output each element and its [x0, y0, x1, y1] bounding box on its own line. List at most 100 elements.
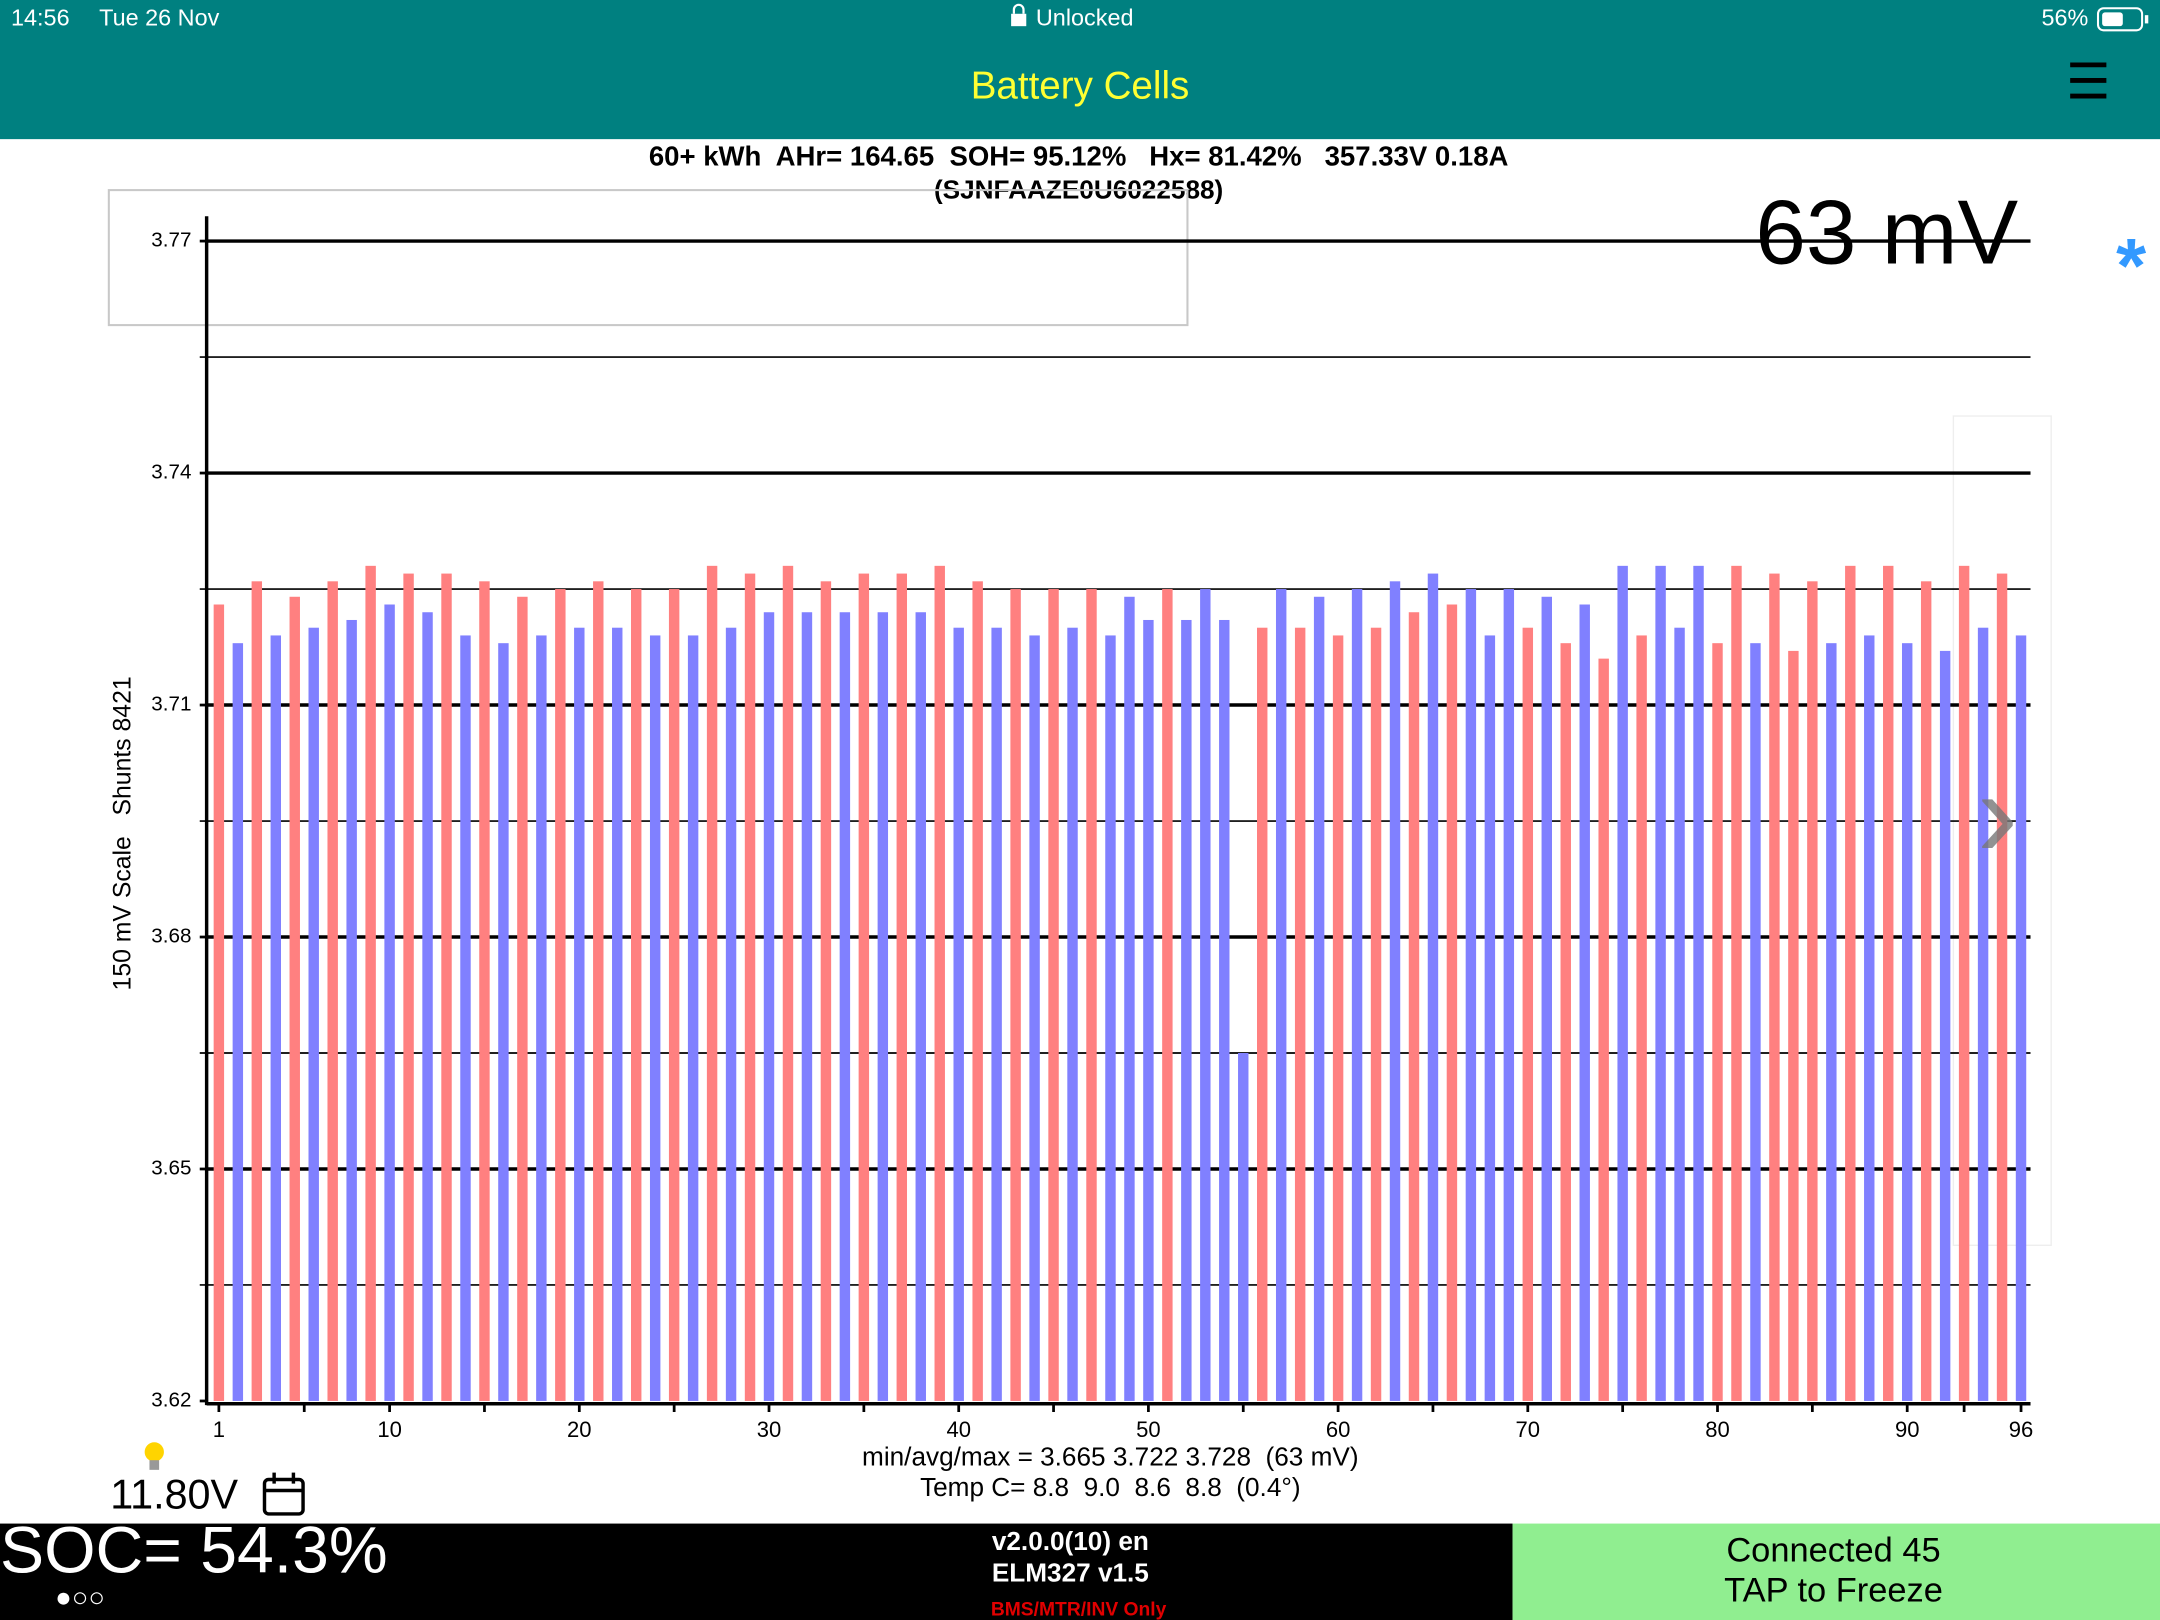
calendar-icon — [262, 1472, 305, 1516]
bar — [744, 573, 756, 1401]
plot: 3.62 3.65 3.68 3.71 3.74 3.77 1 10 20 30 40 50 60 70 8… — [110, 183, 2034, 1502]
bar — [1598, 658, 1609, 1401]
bar — [839, 612, 851, 1401]
bar — [1313, 596, 1325, 1401]
bar — [270, 635, 281, 1401]
y-axis-label: 150 mV Scale Shunts 8421 — [110, 676, 137, 990]
bar — [1162, 589, 1173, 1401]
adapter: ELM327 v1.5 — [992, 1557, 1149, 1587]
bar — [1788, 650, 1799, 1401]
x-tick-label: 80 — [1705, 1417, 1730, 1442]
bar — [1731, 565, 1742, 1401]
y-tick-label: 3.77 — [151, 229, 191, 252]
star-button[interactable]: * — [2116, 223, 2146, 309]
bar — [1807, 581, 1818, 1401]
x-tick-label: 70 — [1516, 1417, 1541, 1442]
bar — [1864, 635, 1875, 1401]
status-battery: 56% — [2042, 4, 2089, 30]
x-tick-label: 96 — [2009, 1417, 2034, 1442]
bar — [1522, 627, 1534, 1401]
bar — [1238, 1053, 1249, 1401]
freeze-button[interactable]: Connected 45 TAP to Freeze — [1512, 1523, 2160, 1620]
bar — [1181, 619, 1192, 1401]
bar — [555, 589, 566, 1401]
x-tick-label: 10 — [377, 1417, 402, 1442]
x-tick-label: 50 — [1136, 1417, 1161, 1442]
bar — [1883, 565, 1894, 1401]
bar — [1086, 589, 1097, 1401]
bar — [1484, 635, 1496, 1401]
mode: BMS/MTR/INV Only — [991, 1599, 1167, 1620]
bar — [1560, 643, 1571, 1401]
corner-label: 63 mV — [1755, 183, 2018, 284]
bar — [1920, 581, 1932, 1401]
menu-button[interactable]: ☰ — [2066, 54, 2110, 110]
battery-summary: 60+ kWh AHr= 164.65 SOH= 95.12% Hx= 81.4… — [649, 141, 1509, 172]
bar — [422, 612, 433, 1401]
x-tick-label: 60 — [1326, 1417, 1351, 1442]
y-tick-label: 3.71 — [151, 692, 191, 715]
soc: SOC= 54.3% — [0, 1514, 388, 1588]
bar — [289, 596, 300, 1401]
x-tick-label: 40 — [946, 1417, 971, 1442]
overlay-box — [107, 189, 1189, 327]
bar — [1143, 619, 1154, 1401]
version: v2.0.0(10) en — [992, 1526, 1149, 1556]
bar — [934, 565, 945, 1401]
bar — [1636, 635, 1647, 1401]
bar — [1845, 565, 1856, 1401]
bar — [1901, 643, 1913, 1401]
y-tick-label: 3.65 — [151, 1156, 191, 1179]
bar — [687, 635, 699, 1401]
connection-status[interactable]: Connected 45 — [1726, 1532, 1940, 1570]
bar — [1257, 627, 1268, 1401]
bar — [953, 627, 964, 1401]
bar — [1579, 604, 1590, 1401]
bar — [536, 635, 547, 1401]
bar — [365, 565, 376, 1401]
bar — [1977, 627, 1989, 1401]
freeze-action[interactable]: TAP to Freeze — [1724, 1572, 1943, 1610]
x-tick-label: 90 — [1895, 1417, 1920, 1442]
bar — [1446, 604, 1458, 1401]
bar — [308, 627, 319, 1401]
bar — [2015, 635, 2027, 1401]
bar — [1826, 643, 1837, 1401]
bulb-icon — [144, 1442, 164, 1470]
bar — [232, 643, 244, 1401]
y-tick-label: 3.74 — [151, 461, 191, 484]
y-tick-label: 3.68 — [151, 924, 191, 947]
bar — [384, 604, 395, 1401]
bar — [498, 643, 509, 1401]
bar — [327, 581, 338, 1401]
bar — [1674, 627, 1685, 1401]
x-tick-label: 1 — [213, 1417, 225, 1442]
bar — [1351, 589, 1363, 1401]
bar — [1029, 635, 1040, 1401]
bar — [1389, 581, 1401, 1401]
bar — [612, 627, 623, 1401]
bar — [1939, 650, 1951, 1401]
x-tick-label: 30 — [757, 1417, 782, 1442]
bar — [1275, 589, 1287, 1401]
bar — [1769, 573, 1780, 1401]
bar — [1958, 565, 1970, 1401]
bar — [1105, 635, 1116, 1401]
freeze-button-bg[interactable] — [1512, 1523, 2160, 1620]
bar — [1996, 573, 2008, 1401]
bar — [630, 589, 642, 1401]
bar — [1010, 589, 1021, 1401]
bar — [858, 573, 870, 1401]
chart-annotation: Temp C= 8.8 9.0 8.6 8.8 (0.4°) — [920, 1472, 1300, 1502]
next-arrow[interactable]: › — [1977, 746, 2018, 884]
bar — [877, 612, 889, 1401]
bar — [346, 619, 357, 1401]
bar — [1048, 589, 1059, 1401]
bar — [1465, 589, 1477, 1401]
bar — [1370, 627, 1382, 1401]
bar — [820, 581, 832, 1401]
bar — [1750, 643, 1761, 1401]
bar — [896, 573, 908, 1401]
battery-icon — [2096, 7, 2149, 32]
